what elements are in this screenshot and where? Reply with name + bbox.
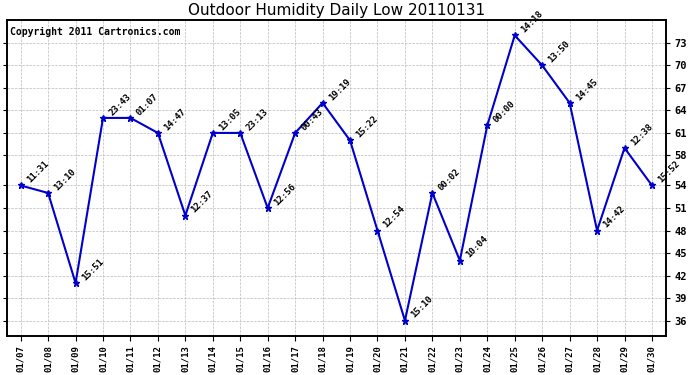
Text: 00:00: 00:00 bbox=[491, 99, 517, 124]
Text: 00:02: 00:02 bbox=[437, 167, 462, 192]
Text: 23:13: 23:13 bbox=[244, 107, 270, 132]
Text: 13:05: 13:05 bbox=[217, 107, 242, 132]
Text: 12:54: 12:54 bbox=[382, 204, 407, 230]
Text: 11:31: 11:31 bbox=[25, 159, 50, 185]
Text: 23:43: 23:43 bbox=[107, 92, 132, 117]
Text: 19:19: 19:19 bbox=[327, 77, 352, 102]
Text: 15:22: 15:22 bbox=[354, 114, 380, 140]
Text: 10:04: 10:04 bbox=[464, 234, 489, 260]
Text: 14:18: 14:18 bbox=[519, 9, 544, 34]
Text: 12:38: 12:38 bbox=[629, 122, 654, 147]
Text: 15:51: 15:51 bbox=[80, 257, 105, 282]
Text: 01:07: 01:07 bbox=[135, 92, 160, 117]
Text: 00:43: 00:43 bbox=[299, 107, 325, 132]
Text: 15:52: 15:52 bbox=[656, 159, 682, 185]
Text: 15:10: 15:10 bbox=[409, 294, 435, 320]
Text: 13:10: 13:10 bbox=[52, 167, 78, 192]
Text: 14:42: 14:42 bbox=[601, 204, 627, 230]
Text: 12:56: 12:56 bbox=[272, 182, 297, 207]
Text: 12:37: 12:37 bbox=[190, 189, 215, 215]
Text: 13:50: 13:50 bbox=[546, 39, 572, 64]
Text: 14:47: 14:47 bbox=[162, 107, 188, 132]
Text: Copyright 2011 Cartronics.com: Copyright 2011 Cartronics.com bbox=[10, 27, 181, 37]
Title: Outdoor Humidity Daily Low 20110131: Outdoor Humidity Daily Low 20110131 bbox=[188, 3, 485, 18]
Text: 14:45: 14:45 bbox=[574, 77, 599, 102]
